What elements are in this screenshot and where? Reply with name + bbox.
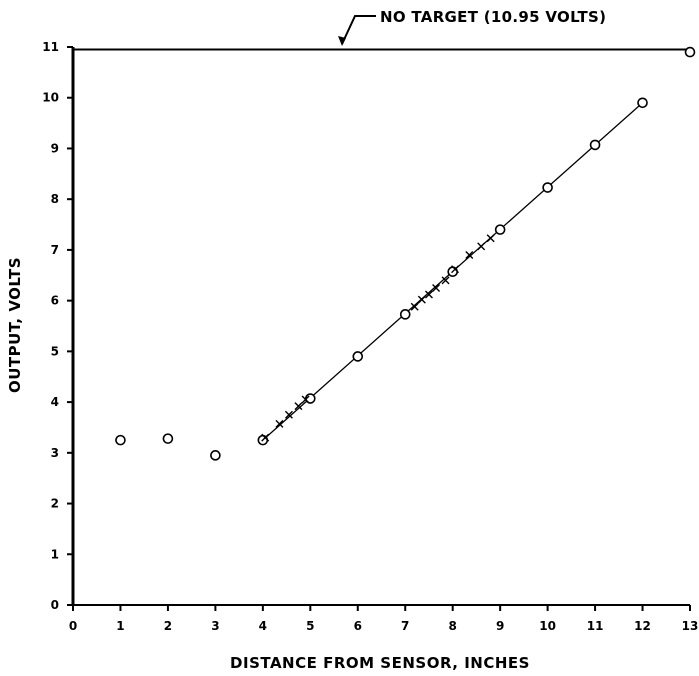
data-point-x — [424, 290, 433, 299]
data-point-x — [432, 283, 441, 292]
data-marks — [115, 46, 696, 461]
x-tick-label: 10 — [539, 619, 556, 633]
annotation: NO TARGET (10.95 VOLTS) — [338, 8, 606, 46]
data-point-circle — [637, 97, 648, 109]
data-point-x — [417, 295, 426, 304]
y-tick-label: 4 — [51, 395, 59, 409]
x-tick-label: 1 — [116, 619, 124, 633]
y-tick-label: 9 — [51, 141, 59, 155]
y-tick-label: 3 — [51, 446, 59, 460]
data-point-circle — [115, 434, 126, 446]
x-mark-stroke — [261, 433, 270, 442]
x-mark-stroke — [301, 395, 310, 404]
data-point-x — [465, 250, 474, 259]
y-tick-label: 11 — [42, 40, 59, 54]
x-tick-label: 7 — [401, 619, 409, 633]
data-point-x — [284, 410, 293, 419]
annotation-arrow — [341, 15, 376, 45]
y-tick-label: 10 — [42, 91, 59, 105]
x-tick-label: 12 — [634, 619, 651, 633]
x-tick-label: 2 — [164, 619, 172, 633]
x-mark-stroke — [441, 276, 450, 285]
data-point-circle — [399, 309, 411, 320]
x-mark-stroke — [432, 283, 441, 292]
x-mark-stroke — [410, 302, 419, 311]
data-point-x — [486, 234, 495, 243]
x-mark-stroke — [417, 295, 426, 304]
x-mark-stroke — [465, 250, 474, 259]
y-tick-label: 8 — [51, 192, 59, 206]
x-mark-stroke — [477, 242, 486, 251]
data-point-circle — [162, 433, 174, 444]
data-point-x — [261, 433, 270, 442]
data-point-x — [477, 242, 486, 251]
data-point-x — [275, 419, 284, 428]
x-tick-label: 4 — [259, 619, 267, 633]
data-point-x — [410, 302, 419, 311]
x-axis-title: DISTANCE FROM SENSOR, INCHES — [230, 654, 530, 672]
x-tick-label: 13 — [682, 619, 699, 633]
x-tick-label: 3 — [211, 619, 219, 633]
y-tick-label: 7 — [51, 243, 59, 257]
data-point-circle — [589, 139, 601, 151]
y-tick-label: 6 — [51, 294, 59, 308]
data-point-circle — [684, 46, 696, 58]
x-mark-stroke — [486, 234, 495, 243]
x-mark-stroke — [284, 410, 293, 419]
data-point-circle — [352, 351, 364, 362]
x-tick-label: 11 — [587, 619, 604, 633]
data-point-x — [441, 276, 450, 285]
x-tick-label: 8 — [449, 619, 457, 633]
x-tick-label: 0 — [69, 619, 77, 633]
data-point-circle — [494, 224, 506, 235]
x-mark-stroke — [451, 265, 460, 274]
x-mark-stroke — [424, 290, 433, 299]
x-tick-label: 6 — [354, 619, 362, 633]
y-tick-label: 5 — [51, 344, 59, 358]
annotation-arrowhead — [338, 36, 346, 46]
x-tick-label: 5 — [306, 619, 314, 633]
annotation-label: NO TARGET (10.95 VOLTS) — [380, 8, 606, 26]
x-mark-stroke — [294, 402, 303, 411]
x-mark-stroke — [275, 419, 284, 428]
y-tick-label: 0 — [51, 598, 59, 612]
y-tick-label: 2 — [51, 497, 59, 511]
data-point-x — [301, 395, 310, 404]
data-point-circle — [542, 182, 553, 193]
data-point-x — [451, 265, 460, 274]
y-axis-title: OUTPUT, VOLTS — [6, 257, 24, 393]
data-point-x — [294, 402, 303, 411]
axes — [67, 46, 691, 611]
x-tick-label: 9 — [496, 619, 504, 633]
y-tick-label: 1 — [51, 547, 59, 561]
data-point-circle — [210, 450, 221, 461]
